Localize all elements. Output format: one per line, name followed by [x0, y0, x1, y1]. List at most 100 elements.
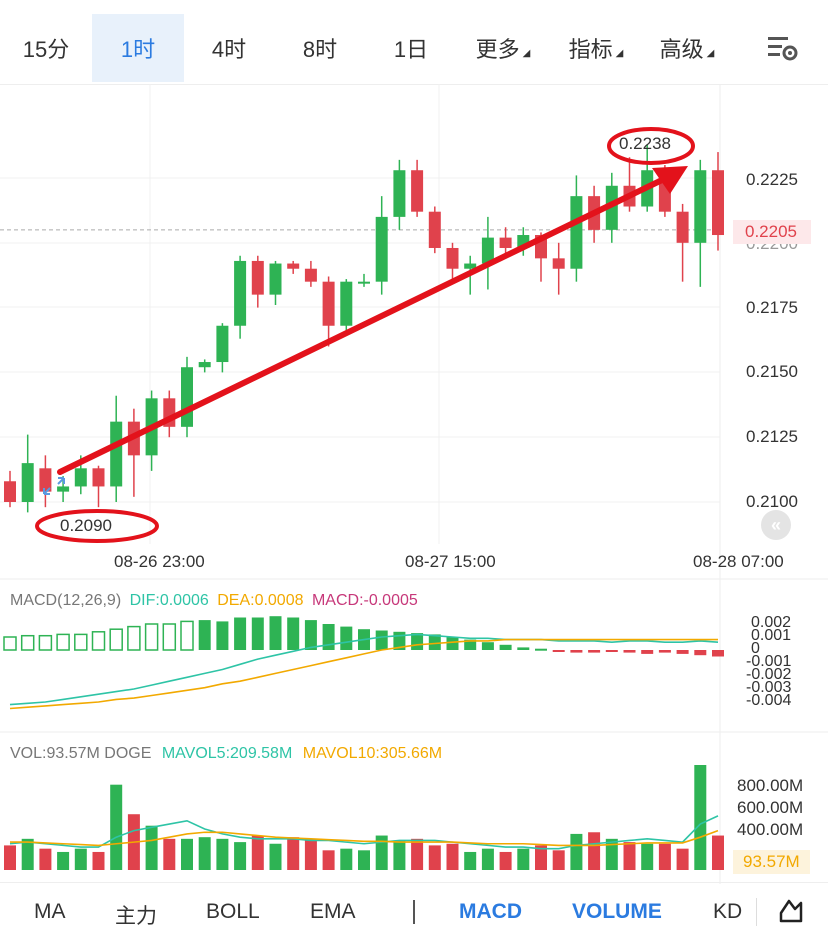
macd-bar: [712, 650, 724, 657]
macd-bar: [605, 650, 618, 652]
expand-marker-icon: [43, 477, 65, 495]
macd-bar: [251, 617, 264, 650]
dea-line: [9, 638, 718, 710]
mavol5-line: [9, 815, 719, 850]
volume-bar: [74, 848, 87, 870]
volume-bar: [411, 838, 424, 870]
indicator-ma[interactable]: MA: [34, 900, 66, 923]
tab-1d[interactable]: 1日: [393, 37, 429, 62]
tab-advanced[interactable]: 高级 ◢: [659, 37, 715, 62]
macd-bar: [411, 633, 424, 650]
indicator-main-force[interactable]: 主力: [115, 905, 157, 928]
tabs-divider: [0, 84, 828, 85]
macd-bar: [570, 650, 583, 653]
candle-body: [57, 486, 70, 492]
edit-divider: [756, 898, 757, 926]
drawing-tool-icon[interactable]: [775, 895, 807, 927]
volume-bar: [251, 835, 264, 870]
volume-bar: [641, 843, 654, 870]
macd-bar: [127, 625, 141, 651]
high-annotation-label: 0.2238: [619, 134, 671, 153]
candle-body: [216, 325, 229, 363]
indicator-kd[interactable]: KD: [713, 900, 743, 923]
tab-indicators[interactable]: 指标 ◢: [568, 37, 624, 62]
collapse-axis-button[interactable]: «: [761, 510, 791, 540]
price-tick: 0.2225: [746, 170, 798, 189]
tab-8h[interactable]: 8时: [302, 37, 338, 62]
volume-bar: [216, 838, 229, 870]
indicator-volume[interactable]: VOLUME: [572, 900, 662, 923]
dea-value: DEA:0.0008: [217, 592, 304, 609]
chart-settings-icon[interactable]: [766, 34, 800, 62]
volume-bar: [428, 845, 441, 870]
macd-bar: [91, 631, 106, 651]
indicator-boll[interactable]: BOLL: [206, 900, 260, 923]
volume-bar: [481, 848, 494, 870]
volume-bar: [464, 851, 477, 870]
macd-bar: [198, 620, 211, 650]
macd-bar: [623, 650, 636, 653]
dropdown-triangle-icon: ◢: [522, 47, 531, 59]
current-volume-label: 93.57M: [733, 850, 810, 874]
indicator-macd[interactable]: MACD: [459, 900, 522, 923]
macd-bar: [340, 626, 353, 650]
macd-tick: -0.004: [746, 692, 792, 709]
trend-arrow-head: [652, 166, 688, 194]
macd-legend-title: MACD(12,26,9): [10, 592, 122, 609]
macd-legend: MACD(12,26,9) DIF:0.0006 DEA:0.0008 MACD…: [10, 592, 418, 610]
candle-body: [712, 170, 724, 236]
macd-bar: [676, 650, 689, 654]
macd-bar: [481, 642, 494, 650]
price-tick: 0.2100: [746, 492, 798, 511]
bottom-divider: [0, 882, 828, 883]
volume-bar: [552, 850, 565, 870]
candle-body: [74, 468, 87, 487]
candle-body: [570, 196, 583, 269]
candlestick-chart[interactable]: [0, 84, 828, 884]
volume-bar: [322, 850, 335, 870]
trend-arrow-line: [57, 177, 665, 475]
volume-bar: [658, 843, 671, 870]
tab-1h[interactable]: 1时: [92, 14, 184, 82]
macd-bar: [658, 650, 671, 653]
macd-bar: [694, 650, 707, 656]
macd-bar: [287, 617, 300, 650]
macd-bar: [517, 647, 530, 650]
macd-bar: [20, 634, 35, 651]
indicator-ema[interactable]: EMA: [310, 900, 356, 923]
volume-bar: [570, 833, 583, 870]
chevron-left-icon: «: [770, 514, 781, 535]
macd-tick: -0.001: [746, 653, 792, 670]
macd-bar: [535, 648, 547, 651]
macd-bar: [375, 630, 388, 650]
macd-bar: [216, 621, 229, 650]
macd-bar: [3, 636, 17, 651]
tab-4h[interactable]: 4时: [211, 37, 247, 62]
high-annotation-circle: [607, 127, 695, 165]
candle-body: [464, 263, 477, 269]
price-tick: 0.2150: [746, 362, 798, 381]
candle-body: [481, 237, 494, 264]
macd-bar: [499, 644, 512, 650]
macd-bar: [38, 634, 53, 651]
volume-bar: [375, 835, 388, 870]
volume-bar: [145, 825, 158, 870]
volume-bar: [198, 837, 211, 870]
low-annotation-circle: [35, 509, 159, 543]
macd-bar: [74, 633, 88, 651]
candle-body: [4, 481, 16, 502]
low-annotation-label: 0.2090: [60, 516, 112, 535]
macd-bar: [162, 623, 177, 651]
volume-bar: [92, 851, 105, 870]
macd-tick: -0.003: [746, 679, 792, 696]
volume-tick: 400.00M: [737, 820, 804, 839]
tab-more[interactable]: 更多 ◢: [475, 37, 531, 62]
macd-bar: [144, 623, 159, 651]
candle-body: [251, 260, 264, 295]
volume-bar: [304, 838, 317, 870]
macd-bar: [304, 620, 317, 650]
tab-15m[interactable]: 15分: [22, 37, 70, 62]
indicator-separator: [413, 900, 415, 924]
candle-body: [552, 258, 565, 269]
macd-bar: [641, 650, 654, 654]
